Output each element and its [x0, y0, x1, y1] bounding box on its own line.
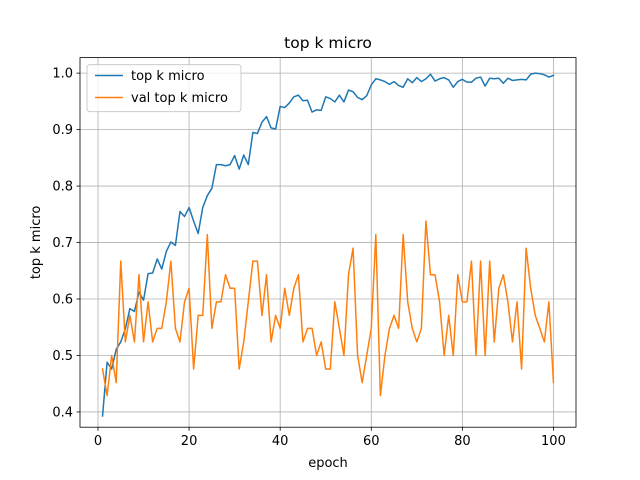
x-tick-label: 20 — [181, 434, 198, 449]
y-tick-label: 0.7 — [52, 236, 73, 251]
x-tick-label: 40 — [272, 434, 289, 449]
y-tick-label: 0.6 — [52, 293, 73, 308]
series-line-top-k-micro — [101, 72, 555, 417]
legend: top k micro val top k micro — [86, 64, 242, 113]
y-tick-label: 0.9 — [52, 123, 73, 138]
y-tick-label: 0.5 — [52, 349, 73, 364]
x-axis-label: epoch — [308, 456, 348, 471]
grid — [80, 57, 576, 428]
axis-ticks: 0 20 40 60 80 100 0.4 0.5 0.6 0.7 0.8 0.9 1.0 — [52, 67, 566, 450]
x-tick-label: 60 — [363, 434, 380, 449]
series-lines — [101, 72, 555, 417]
x-tick-label: 0 — [94, 434, 102, 449]
x-tick-label: 100 — [541, 434, 566, 449]
legend-label-val-top-k-micro: val top k micro — [131, 91, 228, 106]
legend-box — [86, 64, 242, 113]
y-tick-label: 1.0 — [52, 67, 73, 82]
series-line-val-top-k-micro — [101, 220, 555, 397]
y-axis-label: top k micro — [29, 206, 44, 280]
y-tick-label: 0.4 — [52, 405, 73, 420]
y-tick-label: 0.8 — [52, 180, 73, 195]
x-tick-label: 80 — [454, 434, 471, 449]
chart-title: top k micro — [284, 34, 372, 52]
legend-label-top-k-micro: top k micro — [131, 69, 205, 84]
